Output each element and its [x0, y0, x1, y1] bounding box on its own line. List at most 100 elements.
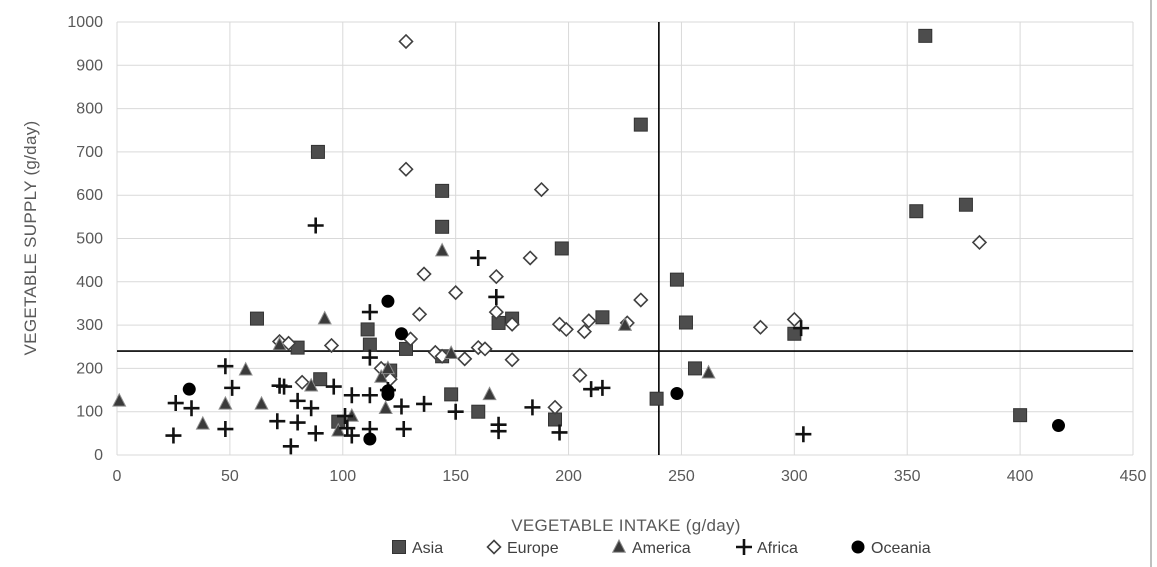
y-tick-label: 500 — [76, 231, 103, 248]
legend-label-america: America — [632, 540, 691, 557]
data-point-asia — [633, 117, 648, 132]
data-point-america — [378, 400, 393, 414]
data-point-africa — [795, 426, 812, 443]
data-point-africa — [524, 399, 541, 416]
data-point-asia — [360, 322, 375, 337]
data-point-africa — [343, 427, 360, 444]
series-america — [112, 242, 716, 437]
data-point-america — [444, 345, 459, 359]
reference-lines — [117, 22, 1133, 455]
data-point-africa — [224, 379, 241, 396]
data-point-africa — [289, 414, 306, 431]
data-point-asia — [310, 144, 325, 159]
data-point-africa — [165, 427, 182, 444]
data-point-europe — [558, 321, 574, 338]
data-point-europe — [572, 367, 588, 383]
data-point-africa — [167, 395, 184, 412]
y-tick-label: 700 — [76, 144, 103, 161]
data-point-europe — [504, 316, 520, 332]
data-point-asia — [669, 272, 684, 287]
data-point-europe — [488, 268, 504, 285]
data-point-europe — [280, 335, 297, 351]
data-point-africa — [416, 395, 433, 412]
legend-marker-oceania — [851, 540, 865, 554]
y-tick-label: 900 — [76, 57, 103, 74]
data-point-europe — [576, 323, 592, 340]
legend-marker-america — [611, 538, 627, 553]
data-point-africa — [447, 403, 464, 420]
data-point-europe — [434, 348, 450, 364]
data-point-europe — [411, 306, 428, 322]
x-tick-label: 50 — [221, 468, 239, 485]
data-point-africa — [551, 424, 568, 441]
data-point-africa — [217, 421, 234, 438]
data-point-africa — [269, 413, 286, 430]
x-tick-label: 400 — [1007, 468, 1034, 485]
x-tick-label: 0 — [113, 468, 122, 485]
data-point-america — [254, 395, 269, 410]
chart-border — [1150, 0, 1152, 567]
data-point-africa — [289, 392, 306, 409]
data-point-america — [374, 368, 389, 383]
legend: Asia Europe America Africa Oceania — [392, 538, 931, 557]
data-point-africa — [488, 288, 505, 305]
data-point-africa — [470, 249, 487, 266]
data-point-asia — [649, 391, 664, 406]
x-tick-label: 100 — [329, 468, 356, 485]
data-point-africa — [282, 438, 299, 455]
data-point-asia — [398, 341, 413, 356]
data-point-asia — [435, 219, 450, 234]
y-tick-label: 400 — [76, 274, 103, 291]
data-point-europe — [504, 352, 520, 368]
data-point-asia — [909, 204, 924, 219]
data-point-oceania — [363, 432, 377, 446]
data-point-europe — [786, 311, 802, 328]
x-tick-label: 300 — [781, 468, 808, 485]
series-asia — [249, 28, 1028, 429]
data-point-africa — [793, 320, 810, 337]
y-tick-label: 0 — [94, 447, 103, 464]
data-point-america — [317, 310, 332, 325]
y-axis-title: VEGETABLE SUPPLY (g/day) — [21, 121, 40, 356]
legend-marker-europe — [486, 539, 502, 555]
data-point-asia — [444, 387, 459, 402]
data-point-europe — [971, 234, 988, 251]
legend-label-oceania: Oceania — [871, 540, 931, 557]
data-point-oceania — [381, 387, 395, 401]
data-point-africa — [395, 421, 412, 438]
data-point-asia — [471, 404, 486, 419]
y-tick-label: 300 — [76, 317, 103, 334]
data-point-europe — [448, 284, 464, 301]
data-point-asia — [1013, 408, 1028, 423]
data-point-america — [380, 360, 396, 375]
data-point-africa — [337, 408, 354, 425]
data-point-europe — [581, 313, 597, 329]
data-point-america — [617, 317, 633, 331]
data-point-oceania — [394, 327, 408, 341]
data-point-africa — [490, 416, 507, 433]
data-point-europe — [633, 292, 649, 308]
data-point-oceania — [381, 294, 395, 308]
data-point-africa — [325, 378, 342, 395]
data-point-oceania — [182, 382, 196, 396]
data-point-asia — [918, 28, 933, 43]
data-point-europe — [547, 399, 563, 416]
data-point-america — [482, 386, 497, 401]
x-axis-title: VEGETABLE INTAKE (g/day) — [511, 516, 741, 535]
x-tick-label: 150 — [442, 468, 469, 485]
data-point-africa — [307, 425, 324, 442]
data-point-europe — [752, 319, 769, 335]
data-point-asia — [958, 197, 973, 212]
legend-marker-asia — [392, 540, 406, 554]
legend-label-asia: Asia — [412, 540, 443, 557]
data-point-africa — [594, 379, 611, 396]
data-point-africa — [303, 400, 320, 417]
tick-labels: 0 50 100 150 200 250 300 350 400 450 0 100 200 300 400… — [67, 14, 1146, 485]
data-point-asia — [491, 315, 506, 330]
y-tick-label: 800 — [76, 101, 103, 118]
data-point-asia — [362, 337, 377, 352]
data-point-oceania — [1051, 419, 1065, 433]
